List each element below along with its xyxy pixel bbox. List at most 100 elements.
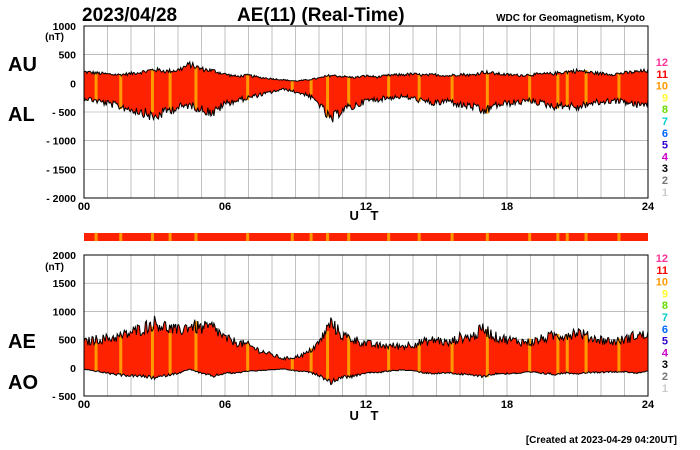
strip-segment [565, 233, 569, 241]
coverage-stripe [326, 330, 330, 380]
coverage-stripe [556, 334, 560, 375]
au-al-x-axis-label: U T [350, 208, 383, 223]
x-tick-label: 12 [360, 399, 372, 411]
created-timestamp: [Created at 2023-04-29 04:20UT] [526, 435, 677, 446]
envelope-fill [84, 315, 648, 385]
coverage-stripe [309, 348, 313, 372]
legend-station-count: 11 [656, 69, 668, 81]
y-tick-label: 500 [58, 50, 76, 62]
strip-segment [528, 233, 532, 241]
y-tick-label: - 2000 [46, 193, 76, 205]
legend-station-count: 10 [656, 81, 668, 93]
coverage-stripe [168, 333, 172, 374]
legend-station-count: 4 [662, 151, 669, 163]
coverage-stripe [450, 76, 454, 101]
ae-ao-area [84, 315, 648, 385]
legend-station-count: 12 [656, 253, 668, 265]
coverage-stripe [584, 335, 588, 374]
coverage-stripe [347, 336, 351, 378]
x-tick-label: 06 [219, 201, 231, 213]
y-tick-label: 1000 [53, 306, 77, 318]
y-tick-label: - 500 [52, 391, 76, 403]
coverage-stripe [387, 346, 391, 372]
au-al-frame [83, 25, 649, 199]
au-al-lines [83, 60, 649, 123]
coverage-stripe [150, 326, 154, 378]
legend-station-count: 10 [656, 277, 668, 289]
x-tick-label: 12 [360, 201, 372, 213]
strip-segment [194, 233, 198, 241]
series-line-ae [83, 315, 649, 362]
ae-ao-x-ticks: 00 06 12 18 24 [78, 399, 655, 411]
strip-segment [326, 233, 330, 241]
y-tick-label: 500 [58, 335, 76, 347]
y-tick-label: 0 [70, 78, 76, 90]
legend-station-count: 8 [662, 104, 668, 116]
series-line-au [83, 60, 649, 82]
strip-segment [150, 233, 154, 241]
strip-segment [309, 233, 313, 241]
x-tick-label: 24 [642, 399, 655, 411]
strip-segment [119, 233, 123, 241]
y-tick-label: 2000 [53, 250, 77, 262]
coverage-stripe [150, 69, 154, 113]
strip-background [84, 233, 648, 241]
coverage-stripe [290, 358, 294, 371]
coverage-stripe [387, 76, 391, 97]
legend-station-count: 5 [662, 336, 668, 348]
coverage-stripe [584, 70, 588, 104]
legend-station-count: 4 [662, 347, 669, 359]
coverage-stripe [309, 79, 313, 95]
ae-ao-unit-label: (nT) [45, 262, 64, 273]
y-tick-label: - 500 [52, 107, 76, 119]
strip-segment [485, 233, 489, 241]
coverage-stripe [119, 336, 123, 375]
series-line-al [83, 87, 649, 123]
ao-side-label: AO [8, 372, 38, 394]
legend-station-count: 2 [662, 175, 668, 187]
coverage-stripe [194, 67, 198, 109]
coverage-stripe [194, 321, 198, 371]
legend-station-count: 9 [662, 288, 668, 300]
envelope-fill [84, 61, 648, 123]
legend-station-count: 7 [662, 312, 668, 324]
series-line-ao [83, 368, 648, 386]
legend-station-count: 1 [662, 187, 668, 199]
strip-segment [94, 233, 98, 241]
legend-station-count: 9 [662, 92, 668, 104]
x-tick-label: 06 [219, 399, 231, 411]
au-al-x-ticks: 00 06 12 18 24 [78, 201, 655, 213]
strip-segment [450, 233, 454, 241]
legend-station-count: 3 [662, 359, 668, 371]
ae-ao-panel: 2000 1500 1000 500 0 - 500 00 06 12 18 24 (nT) AE… [8, 250, 655, 423]
coverage-stripe [168, 72, 172, 110]
date-label: 2023/04/28 [82, 5, 177, 26]
x-tick-label: 24 [642, 201, 655, 213]
coverage-stripe [347, 76, 351, 107]
au-al-y-ticks: 1000 500 0 - 500 - 1000 - 1500 - 2000 [46, 21, 76, 205]
legend-station-count: 8 [662, 300, 668, 312]
au-al-area [84, 61, 648, 123]
coverage-stripe [290, 80, 294, 91]
coverage-stripe [485, 73, 489, 114]
strip-segment [347, 233, 351, 241]
coverage-stripe [417, 74, 421, 102]
x-tick-label: 18 [501, 399, 513, 411]
legend-station-count: 3 [662, 163, 668, 175]
coverage-stripe [94, 73, 98, 100]
coverage-stripe [617, 73, 621, 99]
y-tick-label: - 1000 [46, 136, 76, 148]
ae-ao-y-ticks: 2000 1500 1000 500 0 - 500 [52, 250, 76, 403]
strip-segment [617, 233, 621, 241]
legend-station-count: 1 [662, 383, 668, 395]
legend-station-count: 6 [662, 324, 668, 336]
strip-segment [168, 233, 172, 241]
legend-station-count: 7 [662, 116, 668, 128]
coverage-stripe [565, 71, 569, 106]
figure-title: AE(11) (Real-Time) [237, 5, 405, 26]
strip-segment [417, 233, 421, 241]
legend-station-count: 6 [662, 128, 668, 140]
